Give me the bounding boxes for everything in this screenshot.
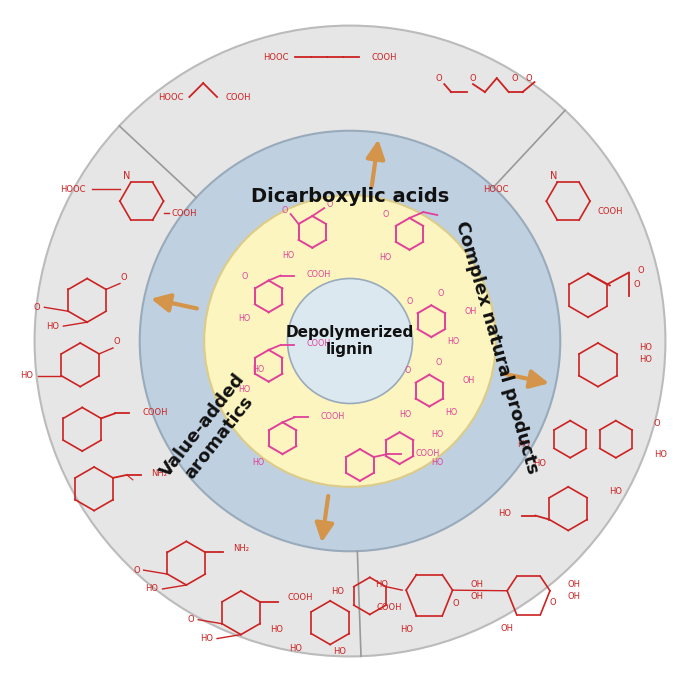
Text: HO: HO xyxy=(400,626,413,635)
Text: HO: HO xyxy=(609,487,622,497)
Text: HO: HO xyxy=(517,440,531,449)
Text: HO: HO xyxy=(252,365,265,374)
Text: COOH: COOH xyxy=(172,208,197,218)
Text: HO: HO xyxy=(431,458,443,466)
Text: O: O xyxy=(470,74,476,83)
Text: O: O xyxy=(327,199,333,208)
Text: HO: HO xyxy=(431,430,443,438)
Text: Depolymerized
lignin: Depolymerized lignin xyxy=(286,325,414,357)
Text: HOOC: HOOC xyxy=(158,92,183,102)
Text: OH: OH xyxy=(500,624,513,633)
Text: O: O xyxy=(511,74,518,83)
Text: Dicarboxylic acids: Dicarboxylic acids xyxy=(251,186,449,206)
Text: O: O xyxy=(654,419,660,428)
Text: OH: OH xyxy=(470,580,484,589)
Text: O: O xyxy=(383,210,389,219)
Text: COOH: COOH xyxy=(307,270,330,279)
Text: HO: HO xyxy=(445,408,457,417)
Text: OH: OH xyxy=(463,376,475,385)
Circle shape xyxy=(204,195,496,487)
Text: O: O xyxy=(34,303,41,311)
Text: HOOC: HOOC xyxy=(483,184,509,194)
Text: N: N xyxy=(550,171,557,181)
Text: Value-added
aromatics: Value-added aromatics xyxy=(157,370,265,493)
Text: O: O xyxy=(634,280,640,289)
Text: HO: HO xyxy=(239,313,251,322)
Text: COOH: COOH xyxy=(225,92,251,102)
Text: HO: HO xyxy=(533,459,547,469)
Text: HO: HO xyxy=(253,458,265,466)
Text: NH₂: NH₂ xyxy=(233,544,249,553)
Text: OH: OH xyxy=(568,592,581,601)
Text: HO: HO xyxy=(638,355,652,364)
Text: OH: OH xyxy=(568,581,581,589)
Text: NH₂: NH₂ xyxy=(150,469,167,478)
Text: HO: HO xyxy=(332,647,346,656)
Text: HO: HO xyxy=(46,322,60,331)
Text: OH: OH xyxy=(465,307,477,316)
Text: HOOC: HOOC xyxy=(60,184,85,194)
Text: HOOC: HOOC xyxy=(263,53,288,62)
Text: HO: HO xyxy=(447,337,459,346)
Text: HO: HO xyxy=(20,372,34,380)
Text: HO: HO xyxy=(146,585,159,594)
Text: HO: HO xyxy=(375,580,389,589)
Text: HO: HO xyxy=(270,625,284,634)
Text: O: O xyxy=(281,206,288,214)
Text: O: O xyxy=(436,74,442,83)
Text: COOH: COOH xyxy=(377,603,402,613)
Text: HO: HO xyxy=(282,251,295,260)
Text: O: O xyxy=(550,598,556,607)
Circle shape xyxy=(288,279,412,404)
Text: O: O xyxy=(435,359,442,367)
Text: O: O xyxy=(405,366,411,375)
Circle shape xyxy=(140,130,560,551)
Text: O: O xyxy=(241,272,248,281)
Text: O: O xyxy=(188,615,194,624)
Text: COOH: COOH xyxy=(320,412,344,421)
Text: HO: HO xyxy=(399,410,412,419)
Text: O: O xyxy=(120,273,127,282)
Text: O: O xyxy=(452,598,458,608)
Text: HO: HO xyxy=(239,385,251,394)
Text: HO: HO xyxy=(379,253,392,262)
Circle shape xyxy=(34,25,666,656)
Text: COOH: COOH xyxy=(143,408,168,417)
Text: O: O xyxy=(407,297,413,306)
Text: Complex natural products: Complex natural products xyxy=(452,219,542,477)
Text: COOH: COOH xyxy=(288,594,313,602)
Text: COOH: COOH xyxy=(307,339,330,348)
Text: HO: HO xyxy=(654,450,666,459)
Text: HO: HO xyxy=(200,634,213,643)
Text: O: O xyxy=(113,337,120,346)
Text: N: N xyxy=(123,171,130,181)
Text: COOH: COOH xyxy=(598,206,624,216)
Text: HO: HO xyxy=(498,509,512,518)
Text: HO: HO xyxy=(331,587,344,596)
Text: O: O xyxy=(438,289,444,298)
Text: O: O xyxy=(525,74,532,83)
Text: COOH: COOH xyxy=(415,449,440,458)
Text: O: O xyxy=(133,566,140,574)
Text: COOH: COOH xyxy=(372,53,398,62)
Text: HO: HO xyxy=(289,644,302,653)
Text: HO: HO xyxy=(638,344,652,352)
Text: OH: OH xyxy=(470,591,484,600)
Text: O: O xyxy=(638,266,644,275)
